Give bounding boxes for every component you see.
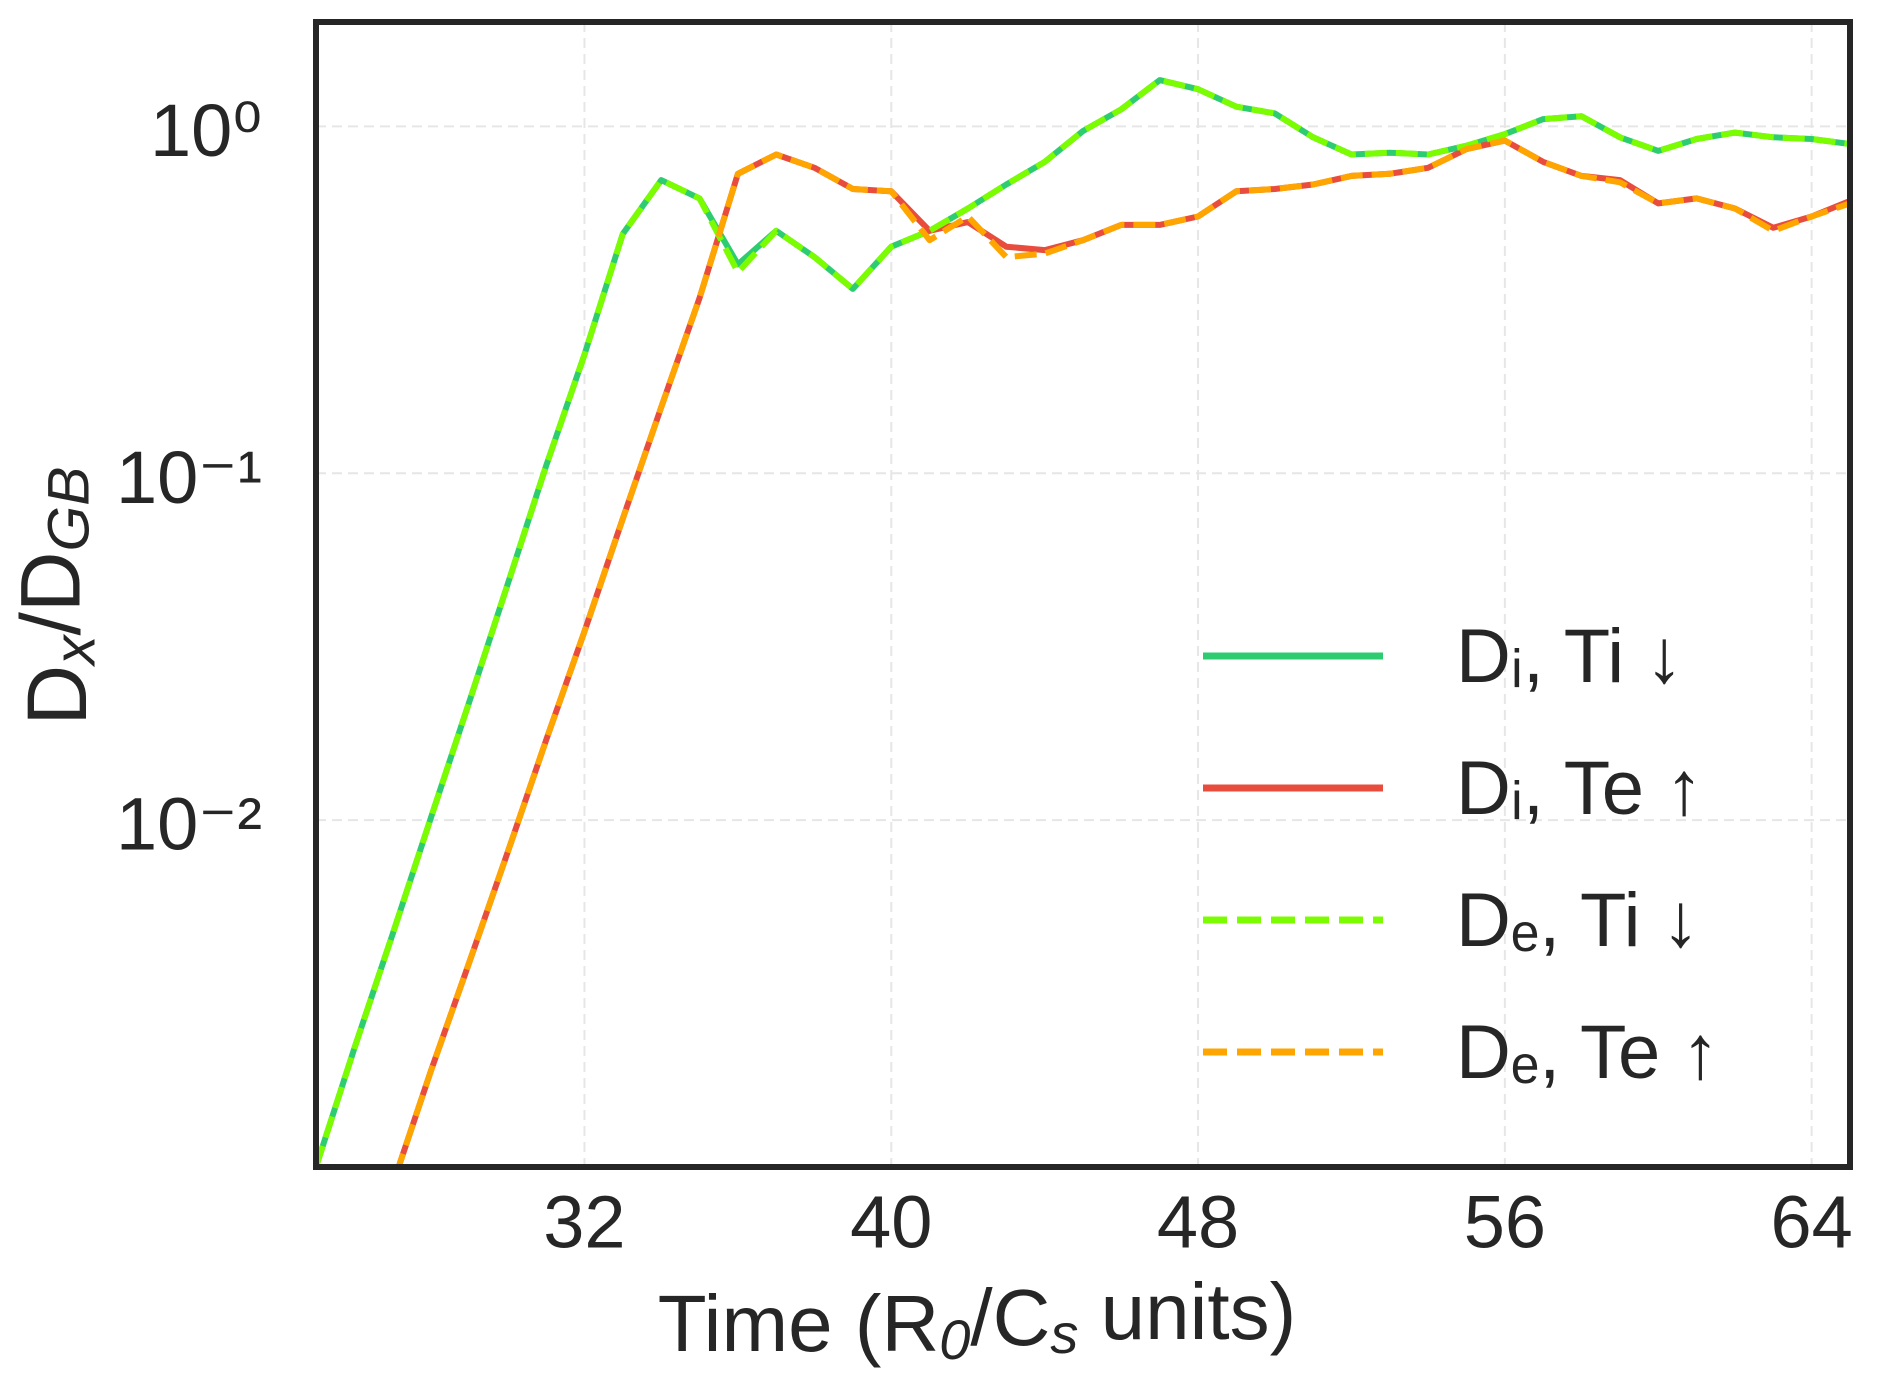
x-tick-label: 32 [543,1181,625,1264]
axes-frame [313,19,1853,1170]
legend-label: Dₑ, Te ↑ [1456,1010,1719,1095]
legend-label: Dᵢ, Ti ↓ [1456,614,1683,699]
y-tick-label: 10⁻¹ [116,436,262,519]
grid [316,22,1850,1167]
legend: Dᵢ, Ti ↓ Dᵢ, Te ↑ Dₑ, Ti ↓ Dₑ, Te ↑ [1203,614,1719,1095]
series-line [316,77,1850,1167]
y-tick-label: 10⁻² [116,783,262,866]
x-tick-label: 48 [1157,1181,1239,1264]
x-tick-label: 56 [1464,1181,1546,1264]
legend-label: Dᵢ, Te ↑ [1456,746,1703,831]
y-axis-label: Dx/DGB [4,466,107,725]
series-line [395,137,1850,1167]
x-axis-label: Time (R0/Cs units) [658,1267,1296,1371]
x-tick-label: 64 [1770,1181,1852,1264]
plot-area [316,77,1850,1167]
y-tick-label: 10⁰ [150,89,262,172]
x-tick-label: 40 [850,1181,932,1264]
legend-label: Dₑ, Ti ↓ [1456,878,1700,963]
